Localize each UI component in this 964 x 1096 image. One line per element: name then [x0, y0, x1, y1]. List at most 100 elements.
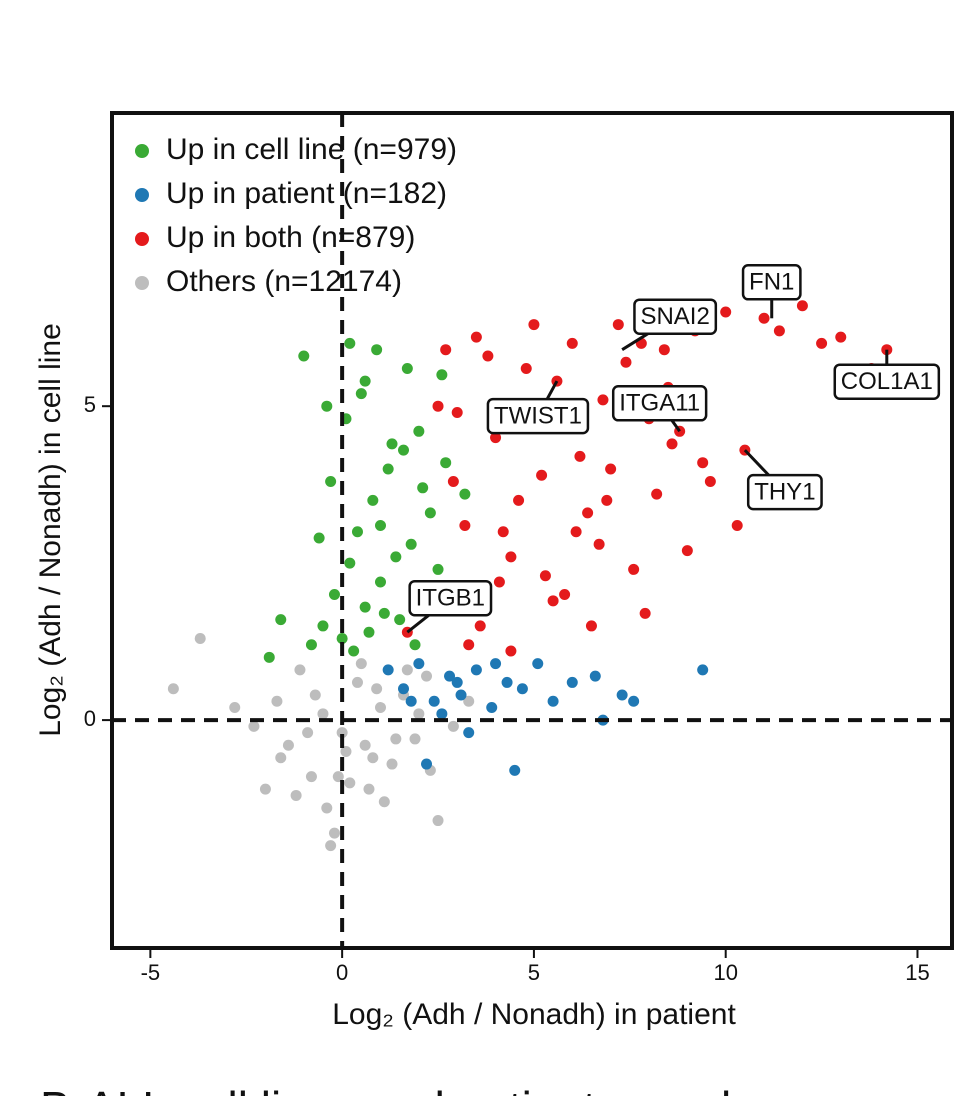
- point: [359, 739, 371, 751]
- point: [282, 739, 294, 751]
- point: [355, 658, 367, 670]
- point: [344, 337, 356, 349]
- point: [497, 526, 509, 538]
- point: [259, 783, 271, 795]
- point: [773, 325, 785, 337]
- point: [386, 438, 398, 450]
- point: [470, 664, 482, 676]
- point: [348, 645, 360, 657]
- point: [325, 476, 337, 488]
- point: [424, 507, 436, 519]
- point: [463, 695, 475, 707]
- point: [359, 375, 371, 387]
- annotation-label: SNAI2: [640, 303, 709, 330]
- point: [386, 758, 398, 770]
- point: [574, 450, 586, 462]
- point: [413, 658, 425, 670]
- annotation-box: [486, 397, 590, 435]
- point: [516, 683, 528, 695]
- point: [666, 438, 678, 450]
- point: [336, 632, 348, 644]
- x-tick-label: 10: [713, 960, 737, 985]
- annotation: ITGA11: [611, 385, 708, 422]
- point: [298, 350, 310, 362]
- point: [321, 400, 333, 412]
- point: [394, 614, 406, 626]
- point: [470, 331, 482, 343]
- point: [486, 702, 498, 714]
- point: [474, 620, 486, 632]
- point: [405, 538, 417, 550]
- legend-label: Up in patient (n=182): [166, 177, 447, 210]
- point: [229, 702, 241, 714]
- point: [493, 576, 505, 588]
- point: [328, 827, 340, 839]
- point: [432, 400, 444, 412]
- point: [263, 651, 275, 663]
- legend-marker: [135, 188, 149, 202]
- point: [432, 815, 444, 827]
- point: [367, 494, 379, 506]
- point: [363, 783, 375, 795]
- point: [371, 344, 383, 356]
- point: [616, 689, 628, 701]
- point: [835, 331, 847, 343]
- point: [413, 708, 425, 720]
- annotation-label: FN1: [749, 269, 794, 296]
- point: [520, 363, 532, 375]
- point: [194, 632, 206, 644]
- point: [570, 526, 582, 538]
- point: [378, 607, 390, 619]
- legend-label: Up in both (n=879): [166, 221, 415, 254]
- point: [398, 444, 410, 456]
- point: [344, 557, 356, 569]
- x-tick-label: -5: [141, 960, 161, 985]
- y-tick-label: 0: [84, 706, 96, 731]
- point: [589, 670, 601, 682]
- point: [501, 676, 513, 688]
- point: [328, 589, 340, 601]
- point: [248, 720, 260, 732]
- point: [382, 664, 394, 676]
- annotation-label: TWIST1: [494, 402, 582, 429]
- point: [697, 664, 709, 676]
- legend-marker: [135, 276, 149, 290]
- point: [336, 727, 348, 739]
- annotation-box: [833, 363, 941, 400]
- annotation-label: ITGB1: [416, 585, 485, 612]
- point: [704, 476, 716, 488]
- legend-marker: [135, 232, 149, 246]
- point: [585, 620, 597, 632]
- point: [536, 469, 548, 481]
- point: [681, 545, 693, 557]
- point: [371, 683, 383, 695]
- point: [651, 488, 663, 500]
- point: [451, 676, 463, 688]
- point: [513, 494, 525, 506]
- point: [374, 702, 386, 714]
- caption: B-ALL cell lines and patient samples: [40, 1082, 780, 1096]
- point: [605, 463, 617, 475]
- point: [505, 645, 517, 657]
- annotation-box: [741, 264, 802, 301]
- point: [390, 733, 402, 745]
- point: [317, 620, 329, 632]
- legend-marker: [135, 144, 149, 158]
- point: [302, 727, 314, 739]
- point: [417, 482, 429, 494]
- point: [505, 551, 517, 563]
- point: [697, 457, 709, 469]
- point: [455, 689, 467, 701]
- point: [490, 432, 502, 444]
- annotation: THY1: [746, 473, 823, 511]
- point: [628, 563, 640, 575]
- point: [309, 689, 321, 701]
- point: [351, 676, 363, 688]
- point: [796, 300, 808, 312]
- annotation: FN1: [741, 264, 802, 301]
- point: [451, 406, 463, 418]
- point: [382, 463, 394, 475]
- point: [597, 394, 609, 406]
- point: [275, 752, 287, 764]
- legend-label: Up in cell line (n=979): [166, 133, 457, 166]
